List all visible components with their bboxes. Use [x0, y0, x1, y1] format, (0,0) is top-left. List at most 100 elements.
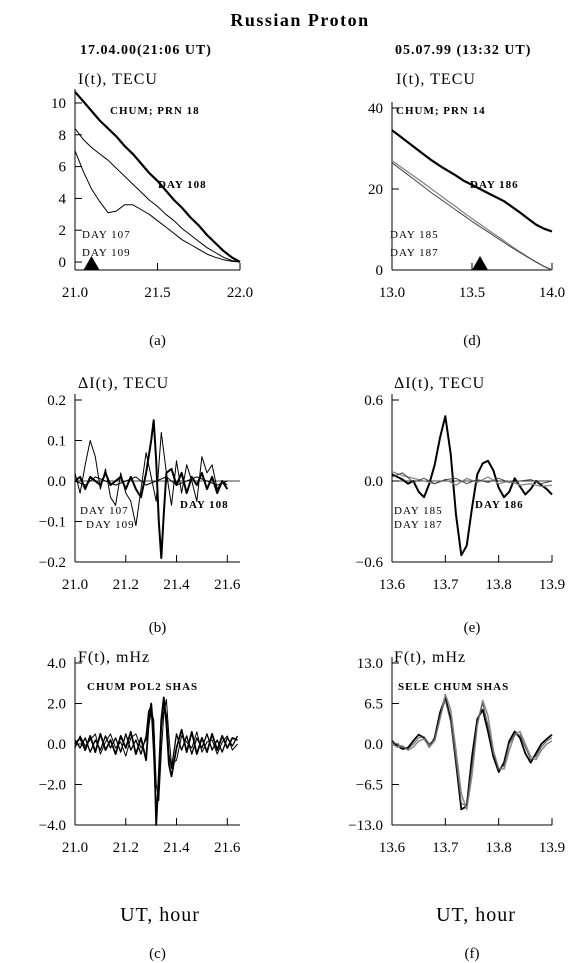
panel-caption: (f) — [465, 946, 480, 962]
y-tick-label: 6.5 — [364, 697, 383, 713]
y-tick-label: 13.0 — [357, 656, 383, 672]
annotation-label: CHUM; PRN 18 — [110, 105, 200, 117]
series-line-shas — [391, 699, 553, 807]
y-tick-label: −0.2 — [39, 555, 66, 571]
y-tick-label: −2.0 — [39, 778, 66, 794]
y-tick-label: 0.0 — [47, 737, 66, 753]
x-tick-label: 21.2 — [113, 840, 139, 856]
x-tick-label: 14.0 — [539, 285, 565, 301]
y-tick-label: 0 — [59, 255, 67, 271]
series-line-day-187 — [391, 162, 553, 271]
x-tick-label: 13.5 — [459, 285, 485, 301]
panel-caption: (d) — [463, 333, 481, 349]
series-line-sele — [391, 696, 553, 811]
y-axis-label: ΔI(t), TECU — [394, 375, 485, 392]
panels: I(t), TECU 0 2 4 6 8 10 21.0 21.5 22.0 CHUM; PRN 1… — [39, 71, 565, 962]
series-line-day-107 — [74, 128, 241, 263]
annotation-label: CHUM; PRN 14 — [396, 105, 486, 117]
annotation-label: DAY 109 — [86, 519, 135, 531]
series-line-chum — [391, 693, 553, 811]
series-line-pol2 — [74, 702, 239, 812]
left-column-date: 17.04.00(21:06 UT) — [80, 43, 212, 58]
series-line-day-108 — [74, 419, 229, 559]
panel-f: F(t), mHz 13.0 6.5 0.0 −6.5 −13.0 13.6 13.7 13.8… — [348, 649, 565, 962]
series-line-day-108 — [74, 91, 241, 263]
y-tick-label: 4.0 — [47, 656, 66, 672]
x-tick-label: 13.6 — [379, 840, 406, 856]
y-tick-label: 40 — [368, 101, 383, 117]
panel-caption: (b) — [149, 620, 167, 636]
annotation-label: DAY 185 — [394, 505, 443, 517]
series-line-day-109 — [74, 150, 241, 263]
y-tick-label: 0 — [376, 263, 384, 279]
annotation-label: DAY 107 — [80, 505, 129, 517]
x-tick-label: 13.9 — [539, 840, 565, 856]
x-tick-label: 21.0 — [62, 285, 88, 301]
annotation-label: DAY 186 — [475, 499, 524, 511]
y-tick-label: −13.0 — [348, 818, 383, 834]
y-axis-label: F(t), mHz — [394, 649, 466, 666]
series-line-day-187 — [391, 472, 553, 485]
x-tick-label: 21.5 — [144, 285, 170, 301]
x-tick-label: 13.6 — [379, 577, 406, 593]
annotation-label: DAY 186 — [470, 179, 519, 191]
y-axis-label: F(t), mHz — [78, 649, 150, 666]
y-tick-label: 0.6 — [364, 393, 383, 409]
series-line-shas — [74, 699, 238, 802]
x-tick-label: 13.9 — [539, 577, 565, 593]
x-tick-label: 21.2 — [113, 577, 139, 593]
y-tick-label: 0.0 — [364, 474, 383, 490]
annotation-label: SELE CHUM SHAS — [398, 681, 509, 693]
x-axis-label-left: UT, hour — [120, 904, 200, 926]
y-tick-label: 20 — [368, 182, 383, 198]
panel-a: I(t), TECU 0 2 4 6 8 10 21.0 21.5 22.0 CHUM; PRN 1… — [51, 71, 253, 349]
x-tick-label: 13.7 — [432, 577, 459, 593]
event-marker-triangle — [472, 256, 488, 270]
annotation-label: DAY 107 — [82, 229, 131, 241]
y-axis-label: I(t), TECU — [396, 71, 476, 88]
x-tick-label: 21.0 — [62, 840, 88, 856]
series-line-day-186 — [391, 415, 553, 557]
panel-caption: (a) — [149, 333, 166, 349]
y-tick-label: −0.6 — [356, 555, 384, 571]
right-column-date: 05.07.99 (13:32 UT) — [395, 43, 531, 58]
x-axis-label-right: UT, hour — [436, 904, 516, 926]
x-tick-label: 13.7 — [432, 840, 459, 856]
series-line-day-186 — [391, 129, 553, 233]
x-tick-label: 13.8 — [486, 577, 512, 593]
x-tick-label: 21.6 — [214, 840, 241, 856]
y-tick-label: 0.0 — [364, 737, 383, 753]
annotation-label: DAY 109 — [82, 247, 131, 259]
y-tick-label: 8 — [59, 128, 67, 144]
x-tick-label: 21.0 — [62, 577, 88, 593]
x-tick-label: 22.0 — [227, 285, 253, 301]
y-tick-label: −4.0 — [39, 818, 66, 834]
y-tick-label: 4 — [59, 191, 67, 207]
figure-title: Russian Proton — [230, 10, 369, 30]
y-axis-label: ΔI(t), TECU — [78, 375, 169, 392]
series-line-day-107 — [74, 431, 228, 526]
panel-e: ΔI(t), TECU −0.6 0.0 0.6 13.6 13.7 13.8 13.9 DAY… — [356, 375, 565, 636]
annotation-label: DAY 108 — [180, 499, 229, 511]
y-tick-label: 2 — [59, 223, 67, 239]
panel-c: F(t), mHz 4.0 2.0 0.0 −2.0 −4.0 21.0 21.2 21.4 21… — [39, 649, 241, 962]
y-tick-label: −6.5 — [356, 778, 383, 794]
x-tick-label: 21.4 — [163, 577, 190, 593]
x-tick-label: 13.0 — [379, 285, 405, 301]
y-tick-label: 6 — [59, 160, 67, 176]
annotation-label: DAY 187 — [390, 247, 439, 259]
panel-caption: (e) — [464, 620, 481, 636]
y-tick-label: 0.1 — [47, 434, 66, 450]
series-line-day-109 — [74, 476, 228, 486]
annotation-label: DAY 185 — [390, 229, 439, 241]
x-tick-label: 21.6 — [214, 577, 241, 593]
x-tick-label: 13.8 — [486, 840, 512, 856]
y-tick-label: 0.0 — [47, 474, 66, 490]
annotation-label: DAY 187 — [394, 519, 443, 531]
y-tick-label: 10 — [51, 96, 66, 112]
panel-b: ΔI(t), TECU −0.2 −0.1 0.0 0.1 0.2 21.0 21.2 21.4… — [39, 375, 241, 636]
panel-caption: (c) — [149, 946, 166, 962]
event-marker-triangle — [83, 256, 100, 270]
annotation-label: DAY 108 — [158, 179, 207, 191]
